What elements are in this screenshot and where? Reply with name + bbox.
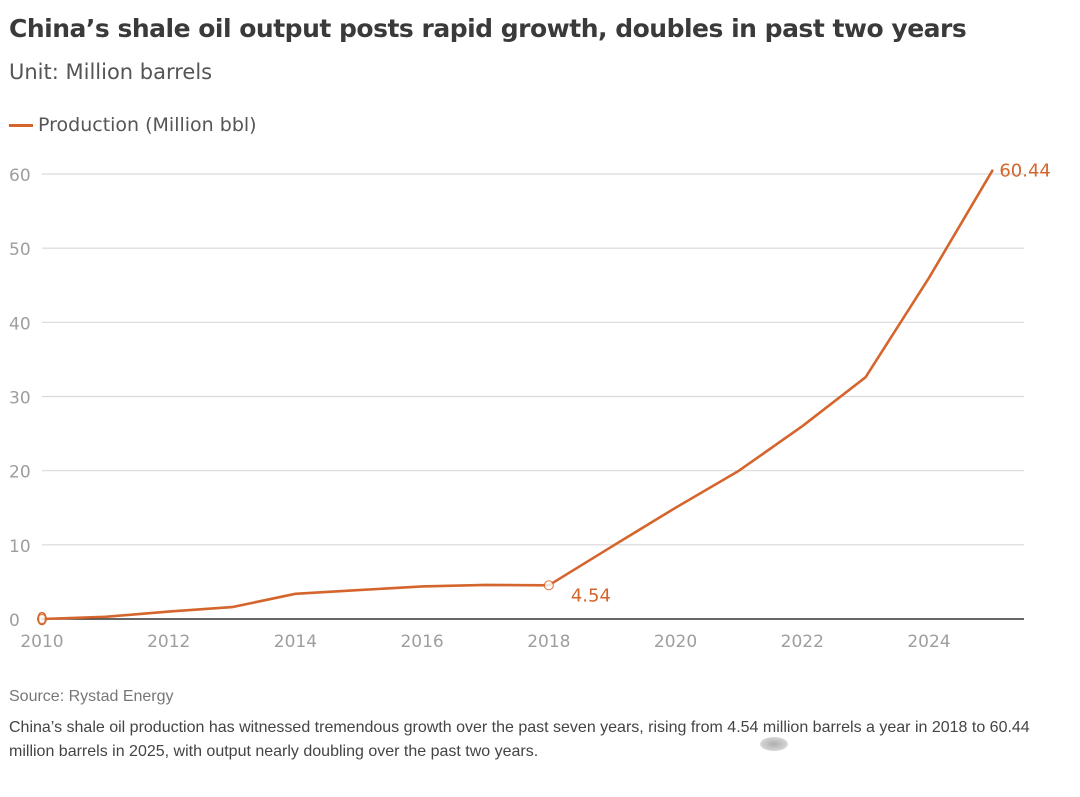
source-note: Source: Rystad Energy	[9, 688, 174, 705]
y-tick-label: 20	[9, 463, 31, 483]
y-tick-label: 40	[9, 314, 31, 334]
x-tick-label: 2016	[400, 632, 443, 652]
data-point-marker	[543, 580, 554, 591]
y-tick-label: 30	[9, 389, 31, 409]
data-label: 0	[36, 609, 47, 630]
data-label: 60.44	[999, 161, 1051, 182]
legend-label-production: Production (Million bbl)	[38, 114, 257, 136]
x-tick-label: 2024	[907, 632, 950, 652]
smudge-mark	[760, 737, 788, 751]
data-label: 4.54	[571, 585, 611, 606]
y-tick-label: 60	[9, 166, 31, 186]
chart-caption: China’s shale oil production has witness…	[9, 719, 1030, 760]
x-tick-label: 2020	[654, 632, 697, 652]
x-tick-label: 2010	[20, 632, 63, 652]
chart-legend: Production (Million bbl)	[9, 114, 257, 136]
x-tick-label: 2012	[147, 632, 190, 652]
x-tick-label: 2014	[274, 632, 317, 652]
series-line-production	[40, 169, 994, 621]
y-tick-label: 0	[9, 611, 20, 631]
legend-swatch	[9, 123, 33, 127]
chart-title: China’s shale oil output posts rapid gro…	[9, 14, 967, 43]
y-tick-label: 10	[9, 537, 31, 557]
y-tick-label: 50	[9, 240, 31, 260]
x-tick-label: 2022	[781, 632, 824, 652]
x-tick-label: 2018	[527, 632, 570, 652]
line-chart: 0 10 20 30 40 50 60 2010 2012 2014 2016 2018 2020 202…	[9, 161, 1051, 652]
chart-subtitle: Unit: Million barrels	[9, 60, 213, 84]
data-point-marker	[36, 613, 48, 625]
